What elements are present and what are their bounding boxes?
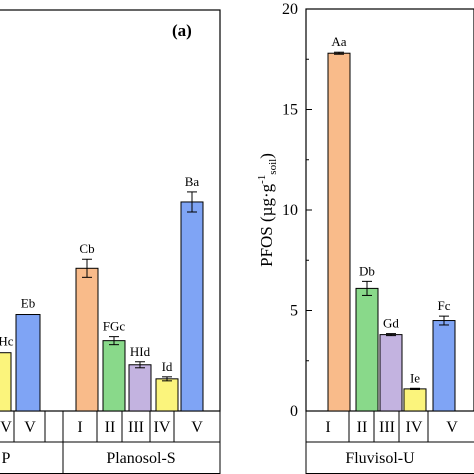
- bar-fluvisol-4: [403, 388, 427, 412]
- bar-label: Db: [359, 263, 375, 278]
- bar-planosol-2: [102, 340, 126, 412]
- x-tick-label: I: [77, 419, 82, 436]
- x-tick-label: III: [379, 419, 395, 436]
- bar-label: Ie: [410, 370, 420, 385]
- x-tick-label: V: [24, 419, 36, 436]
- y-tick-label: 10: [282, 202, 298, 219]
- bar-fluvisol-1: [327, 52, 351, 412]
- bar-label: Aa: [331, 34, 346, 49]
- x-tick-label: IV: [406, 419, 423, 436]
- bar-planosol-3: [128, 364, 152, 412]
- x-tick-label: II: [357, 419, 368, 436]
- x-tick-label: V: [191, 419, 203, 436]
- bar-planosol-4: [155, 378, 179, 412]
- bar-planosol-1: [75, 267, 99, 412]
- group-label: Fluvisol-U: [345, 450, 415, 467]
- bar-label: Hc: [0, 334, 14, 349]
- y-tick-label: 20: [282, 1, 298, 18]
- bar-label: Fc: [438, 298, 451, 313]
- y-tick-label: 0: [290, 403, 298, 420]
- bar-label: Id: [162, 359, 173, 374]
- y-tick-label: 15: [282, 102, 298, 119]
- bar-p-v: [15, 314, 41, 412]
- bar-label: Cb: [79, 241, 94, 256]
- panel-label: (a): [172, 21, 192, 40]
- plot-frame: [0, 9, 221, 412]
- bar-label: FGc: [103, 319, 126, 334]
- bar-label: HId: [130, 344, 151, 359]
- group-label: Planosol-S: [106, 450, 175, 467]
- bar-label: Eb: [21, 296, 35, 311]
- x-tick-label: IV: [154, 419, 171, 436]
- bar-fluvisol-5: [432, 320, 456, 412]
- bar-label: Ba: [185, 174, 200, 189]
- bar-fluvisol-2: [355, 287, 379, 412]
- bar-planosol-5: [180, 201, 204, 412]
- bar-label: Gd: [383, 316, 399, 331]
- y-tick-label: 5: [290, 303, 298, 320]
- y-axis-label: PFOS (µg·g-1soil): [256, 153, 279, 267]
- bar-partial: [0, 352, 12, 412]
- x-tick-label: V: [446, 419, 458, 436]
- group-label: P: [2, 450, 11, 467]
- x-tick-label: II: [105, 419, 116, 436]
- x-tick-label: I: [325, 419, 330, 436]
- bar-fluvisol-3: [379, 334, 403, 412]
- x-tick-label: III: [128, 419, 144, 436]
- x-tick-label: V: [0, 419, 12, 436]
